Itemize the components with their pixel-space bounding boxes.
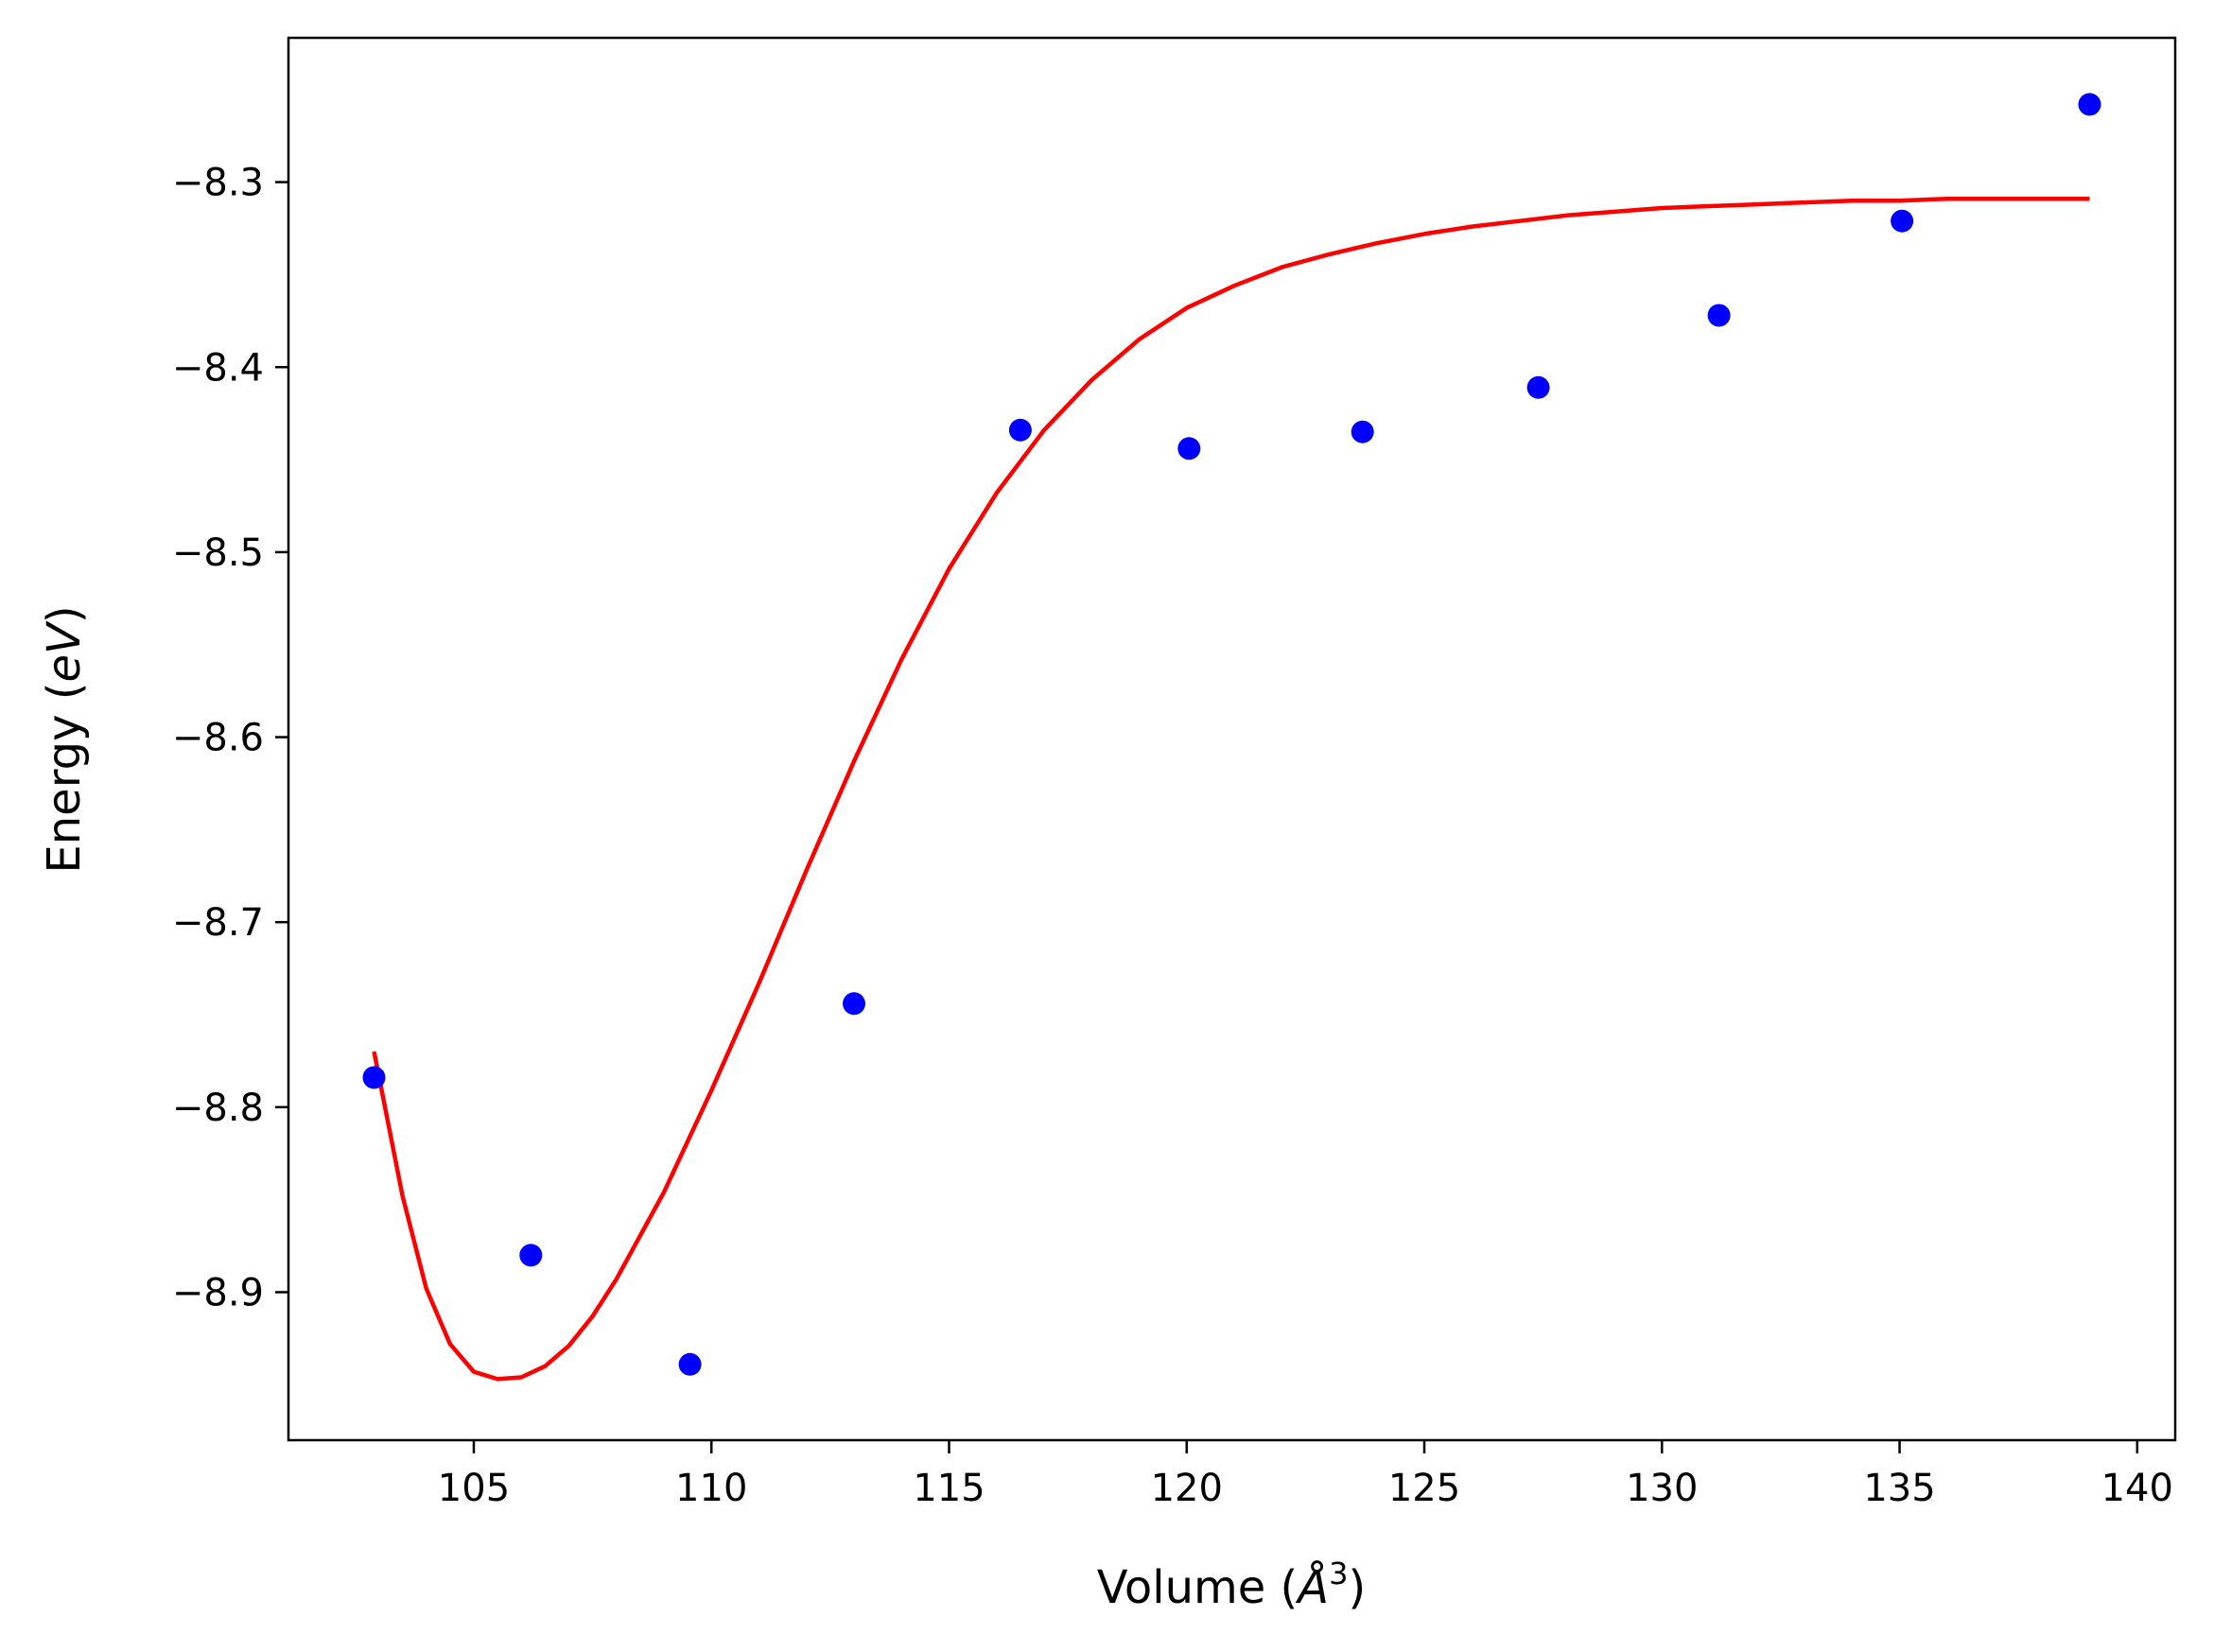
x-tick-label: 115 — [913, 1467, 985, 1510]
data-point — [519, 1243, 543, 1267]
x-axis-label-close: ) — [1348, 1561, 1366, 1614]
y-tick-label: −8.7 — [172, 901, 264, 945]
data-point — [1526, 375, 1550, 399]
y-axis-label-unit: eV — [38, 620, 91, 683]
y-axis-label-close: ) — [38, 605, 91, 623]
y-axis: −8.3 −8.4 −8.5 −8.6 −8.7 −8.8 −8.9 — [172, 162, 288, 1314]
data-point — [1707, 304, 1731, 327]
x-tick-label: 125 — [1388, 1467, 1460, 1510]
x-axis-label-exponent: 3 — [1329, 1556, 1348, 1591]
plot-area — [362, 93, 2101, 1382]
y-tick-label: −8.9 — [172, 1271, 264, 1314]
data-point — [1177, 437, 1201, 461]
data-point — [1008, 418, 1032, 442]
y-tick-label: −8.4 — [172, 346, 264, 390]
y-axis-label-text: Energy ( — [38, 683, 91, 874]
data-point — [843, 992, 865, 1016]
x-axis: 105 110 115 120 125 130 135 140 — [438, 1440, 2173, 1510]
x-axis-label-symbol: Å — [1295, 1560, 1329, 1614]
x-tick-label: 130 — [1626, 1467, 1698, 1510]
x-tick-label: 105 — [438, 1467, 510, 1510]
y-axis-label: Energy (eV) — [38, 605, 91, 873]
data-point — [1891, 209, 1914, 233]
y-tick-label: −8.5 — [172, 531, 264, 575]
axes-frame — [287, 36, 2177, 1442]
x-axis-label-text: Volume ( — [1097, 1561, 1299, 1614]
data-point — [1351, 420, 1374, 443]
x-tick-label: 140 — [2101, 1467, 2173, 1510]
x-tick-label: 110 — [675, 1467, 747, 1510]
data-point — [2078, 93, 2101, 116]
y-tick-label: −8.6 — [172, 717, 264, 760]
fit-curve — [372, 196, 2090, 1382]
x-axis-label: Volume (Å3) — [1097, 1556, 1366, 1614]
data-point — [362, 1066, 386, 1089]
x-tick-label: 135 — [1863, 1467, 1935, 1510]
x-tick-label: 120 — [1151, 1467, 1223, 1510]
y-tick-label: −8.8 — [172, 1087, 264, 1130]
y-tick-label: −8.3 — [172, 162, 264, 205]
data-point — [678, 1352, 702, 1376]
